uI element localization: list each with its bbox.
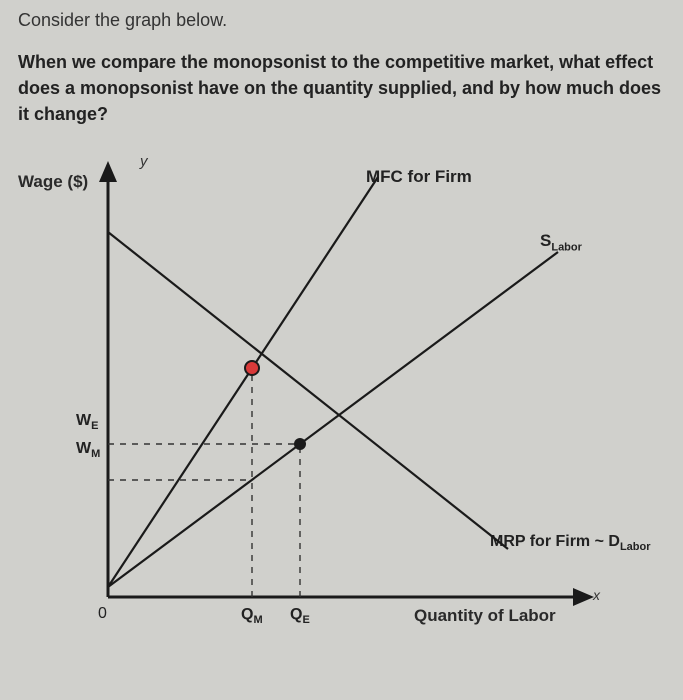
competitive-point xyxy=(294,438,306,450)
supply-line xyxy=(108,252,558,587)
monopsonist-point xyxy=(245,361,259,375)
monopsony-chart: y Wage ($) WE WM 0 QM QE MFC for Firm SL… xyxy=(18,157,668,677)
question-text: When we compare the monopsonist to the c… xyxy=(18,49,665,127)
chart-svg xyxy=(18,157,668,657)
intro-text: Consider the graph below. xyxy=(18,10,665,31)
mrp-line xyxy=(108,232,508,549)
mfc-line xyxy=(108,177,378,587)
